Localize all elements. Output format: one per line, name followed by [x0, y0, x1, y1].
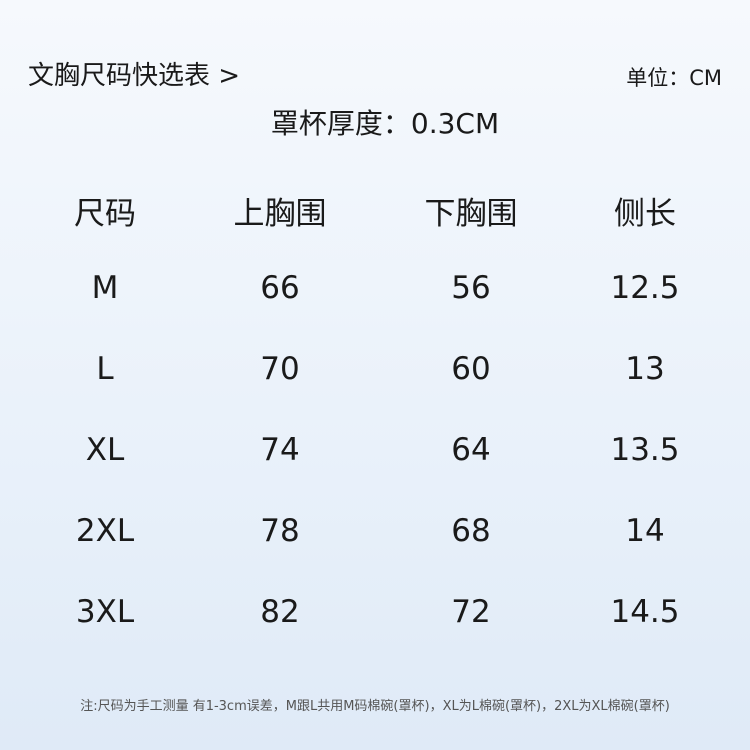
table-cell: 60 [451, 351, 491, 387]
table-cell: 2XL [75, 513, 135, 549]
column-header: 尺码 [74, 196, 136, 232]
title[interactable]: 文胸尺码快选表 > [28, 61, 241, 91]
column-header: 侧长 [614, 196, 676, 232]
table-cell: 74 [260, 432, 300, 468]
table-cell: XL [85, 432, 125, 468]
table-cell: 66 [260, 270, 300, 306]
table-cell: M [91, 270, 119, 306]
table-cell: L [96, 351, 114, 387]
column-header: 下胸围 [424, 196, 518, 232]
table-cell: 78 [260, 513, 300, 549]
table-cell: 72 [451, 594, 491, 630]
table-cell: 64 [451, 432, 491, 468]
table-cell: 12.5 [610, 270, 680, 306]
footnote: 注:尺码为手工测量 有1-3cm误差，M跟L共用M码棉碗(罩杯)，XL为L棉碗(… [80, 699, 670, 714]
table-cell: 56 [451, 270, 491, 306]
table-cell: 14 [625, 513, 665, 549]
table-cell: 82 [260, 594, 300, 630]
table-cell: 13.5 [610, 432, 680, 468]
table-cell: 13 [625, 351, 665, 387]
table-cell: 14.5 [610, 594, 680, 630]
unit: 单位：CM [626, 66, 722, 90]
table-cell: 70 [260, 351, 300, 387]
table-cell: 3XL [75, 594, 135, 630]
column-header: 上胸围 [233, 196, 327, 232]
subtitle: 罩杯厚度：0.3CM [270, 107, 500, 140]
table-cell: 68 [451, 513, 491, 549]
